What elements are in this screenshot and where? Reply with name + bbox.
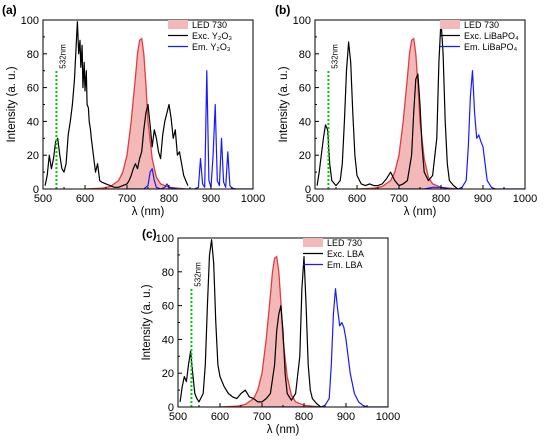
panel-label: (c) — [142, 227, 157, 241]
x-tick-label: 900 — [337, 411, 355, 423]
x-tick-label: 700 — [390, 193, 408, 205]
y-axis-title: Intensity (a. u.) — [141, 284, 153, 360]
y-tick-label: 100 — [156, 233, 174, 245]
legend-label: Exc. Y₂O₃ — [192, 31, 232, 41]
y-axis-title: Intensity (a. u.) — [6, 66, 18, 142]
x-tick-label: 800 — [295, 411, 313, 423]
series-line-emission — [262, 288, 388, 407]
y-tick-label: 80 — [299, 49, 311, 61]
x-tick-label: 600 — [211, 411, 229, 423]
panel-label: (b) — [275, 3, 290, 17]
x-tick-label: 800 — [160, 193, 178, 205]
x-tick-label: 1000 — [376, 411, 400, 423]
data-area — [44, 21, 253, 189]
x-axis-title: λ (nm) — [267, 424, 300, 436]
chart-panel-3: (c) 532nm 500 600 700 800 900 1000 0 20 40 60 80 100 λ… — [141, 227, 400, 436]
y-tick-label: 60 — [299, 83, 311, 95]
legend-label: LED 730 — [464, 20, 499, 30]
series-line-emission — [127, 70, 253, 189]
y-tick-label: 0 — [33, 184, 39, 196]
laser-line-label: 532nm — [330, 44, 339, 69]
legend-label: Em. LiBaPO₄ — [464, 42, 518, 52]
y-axis-title: Intensity (a. u.) — [278, 66, 290, 142]
series-line-excitation — [179, 239, 322, 407]
legend-label: LED 730 — [327, 238, 362, 248]
series-line-led-730 — [356, 37, 458, 189]
x-tick-label: 900 — [474, 193, 492, 205]
x-tick-label: 700 — [118, 193, 136, 205]
laser-line-label: 532nm — [58, 44, 67, 69]
y-tick-label: 40 — [299, 116, 311, 128]
x-tick-label: 900 — [202, 193, 220, 205]
x-tick-label: 1000 — [513, 193, 537, 205]
x-tick-label: 600 — [76, 193, 94, 205]
x-tick-label: 700 — [253, 411, 271, 423]
chart-panel-2: (b) 532nm 500 600 700 800 900 1000 0 20 40 60 80 100 λ… — [275, 3, 537, 218]
legend-label: Em. LBA — [327, 260, 363, 270]
legend-label: Em. Y₂O₃ — [192, 42, 231, 52]
x-tick-label: 500 — [306, 193, 324, 205]
series-area-led-730 — [220, 256, 321, 407]
y-tick-label: 20 — [299, 150, 311, 162]
x-tick-label: 1000 — [241, 193, 265, 205]
legend-swatch-area — [303, 238, 323, 247]
legend-label: Exc. LBA — [327, 249, 364, 259]
y-tick-label: 40 — [27, 116, 39, 128]
y-tick-label: 20 — [27, 150, 39, 162]
x-tick-label: 600 — [348, 193, 366, 205]
y-tick-label: 20 — [162, 368, 174, 380]
panel-label: (a) — [2, 3, 17, 17]
legend-swatch-area — [440, 20, 460, 29]
legend-label: Exc. LiBaPO₄ — [464, 31, 519, 41]
series-line-emission — [399, 70, 525, 189]
x-tick-label: 800 — [432, 193, 450, 205]
x-tick-label: 500 — [169, 411, 187, 423]
y-tick-label: 60 — [162, 301, 174, 313]
legend-label: LED 730 — [192, 20, 227, 30]
legend-swatch-area — [168, 20, 188, 29]
data-area — [179, 239, 388, 407]
y-tick-label: 100 — [293, 15, 311, 27]
y-tick-label: 0 — [168, 402, 174, 414]
y-tick-label: 40 — [162, 334, 174, 346]
laser-line-label: 532nm — [193, 262, 202, 287]
x-axis-title: λ (nm) — [404, 206, 437, 218]
series-line-excitation — [44, 21, 189, 188]
y-tick-label: 60 — [27, 83, 39, 95]
series-area-led-730 — [357, 38, 458, 189]
series-line-led-730 — [84, 37, 186, 189]
y-tick-label: 100 — [21, 15, 39, 27]
chart-panel-1: (a) 532nm 500 600 700 800 900 1000 0 20 40 60 80 100 λ… — [2, 3, 265, 218]
y-tick-label: 80 — [162, 267, 174, 279]
series-area-led-730 — [85, 38, 186, 189]
series-line-excitation — [316, 20, 459, 189]
x-tick-label: 500 — [34, 193, 52, 205]
x-axis-title: λ (nm) — [132, 206, 165, 218]
y-tick-label: 80 — [27, 49, 39, 61]
y-tick-label: 0 — [305, 184, 311, 196]
data-area — [316, 20, 525, 189]
